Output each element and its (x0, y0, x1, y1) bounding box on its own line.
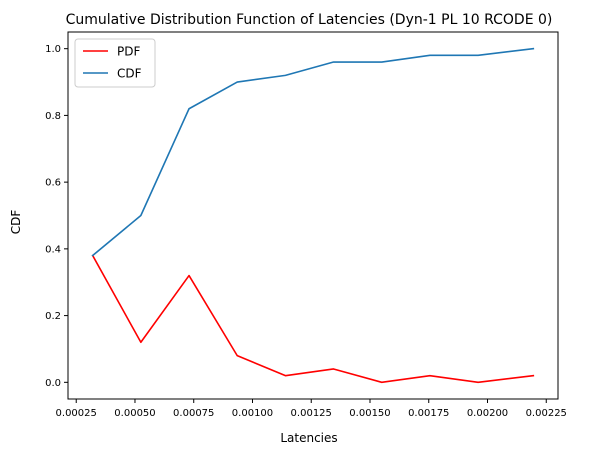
y-tick-label: 0.8 (45, 111, 61, 122)
x-tick-label: 0.00175 (408, 408, 449, 419)
x-tick-label: 0.00150 (349, 408, 390, 419)
legend-label-pdf: PDF (117, 45, 140, 59)
y-tick-label: 0.0 (45, 378, 61, 389)
y-tick-label: 0.2 (45, 311, 61, 322)
series-line-pdf (91, 254, 535, 384)
plot-frame (67, 31, 559, 400)
y-tick-label: 1.0 (45, 44, 61, 55)
x-tick-label: 0.00050 (114, 408, 155, 419)
x-tick-label: 0.00200 (467, 408, 508, 419)
legend-box (74, 38, 156, 88)
y-tick-label: 0.4 (45, 244, 61, 255)
y-tick-label: 0.6 (45, 178, 61, 189)
x-tick-label: 0.00025 (56, 408, 97, 419)
x-tick-label: 0.00100 (232, 408, 273, 419)
legend-label-cdf: CDF (117, 67, 142, 81)
x-tick-label: 0.00075 (173, 408, 214, 419)
series-line-cdf (91, 47, 535, 257)
x-axis-label: Latencies (280, 431, 337, 445)
chart-title: Cumulative Distribution Function of Late… (66, 12, 553, 28)
x-tick-label: 0.00225 (526, 408, 567, 419)
legend: PDF CDF (74, 38, 156, 88)
x-tick-label: 0.00125 (291, 408, 332, 419)
y-axis-label: CDF (9, 210, 23, 235)
plot-area (91, 47, 535, 384)
